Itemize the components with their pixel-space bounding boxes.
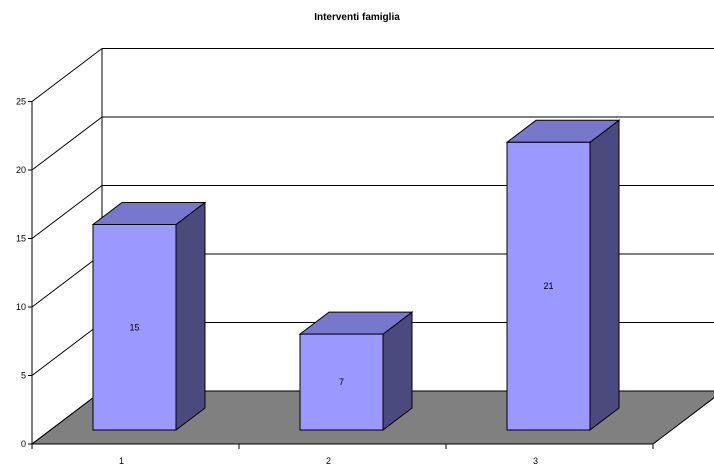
side-wall-gridline	[31, 390, 103, 445]
x-tick-label: 1	[119, 456, 124, 466]
y-tick-label: 10	[16, 302, 26, 312]
bar	[506, 141, 591, 431]
chart-title: Interventi famiglia	[314, 12, 400, 23]
y-tick-label: 5	[21, 371, 26, 381]
x-tick-label: 3	[533, 456, 538, 466]
data-label: 7	[339, 377, 344, 387]
side-wall-gridline	[31, 253, 103, 308]
bar	[299, 333, 384, 431]
data-label: 21	[543, 281, 553, 291]
bar-side	[175, 201, 206, 432]
y-tick-label: 25	[16, 97, 26, 107]
y-tick-label: 0	[21, 439, 26, 449]
x-tick-label: 2	[326, 456, 331, 466]
bar-side	[589, 119, 620, 432]
y-tick-label: 20	[16, 165, 26, 175]
y-tick-label: 15	[16, 234, 26, 244]
side-wall-gridline	[31, 48, 103, 102]
side-wall-gridline	[31, 116, 103, 171]
side-wall-gridline	[31, 185, 103, 239]
side-wall-gridline	[31, 322, 103, 376]
bar	[92, 224, 177, 431]
data-label: 15	[129, 322, 139, 332]
